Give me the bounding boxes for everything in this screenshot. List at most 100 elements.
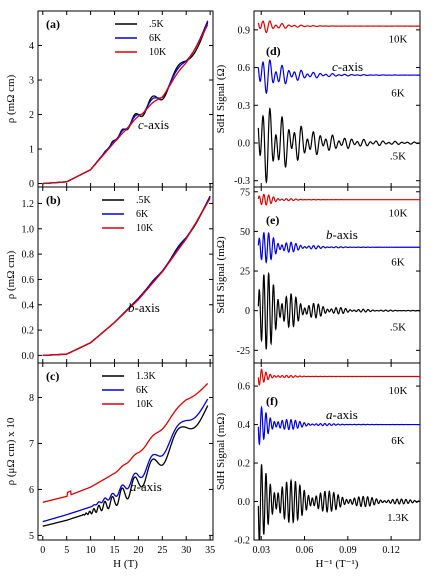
legend-label: .5K [136, 195, 152, 206]
series-group [257, 368, 420, 540]
panel-label: (a) [46, 17, 60, 31]
x-tick-label: 35 [205, 545, 215, 556]
y-tick-label: 0.0 [238, 497, 251, 508]
y-tick-label: -0.2 [234, 536, 250, 547]
chart-panel-3: -0.3 0.0 0.3 0.6 0.9 SdH Signal (Ω) (d) 10K 6K .5… [215, 10, 421, 188]
series-line-.5K [42, 195, 211, 357]
x-axis-label: H (T) [113, 558, 138, 570]
y-tick-label: 0.2 [238, 459, 251, 470]
series-line-.5K [257, 107, 420, 184]
series-line-6K [42, 20, 209, 185]
y-tick-label: 0.8 [22, 250, 35, 261]
x-tick-label: 30 [181, 545, 191, 556]
plot-frame [37, 186, 214, 364]
y-tick-label: 6 [29, 485, 34, 496]
y-tick-label: 8 [29, 393, 34, 404]
series-temperature-label: 6K [391, 257, 405, 269]
y-axis-label: SdH Signal (Ω) [215, 64, 227, 133]
plot-frame [253, 362, 421, 541]
x-tick-label: 0.09 [339, 545, 357, 556]
y-tick-label: 0.4 [238, 420, 251, 431]
series-group [42, 195, 211, 357]
legend-label: 1.3K [136, 371, 157, 382]
plot-frame [37, 362, 214, 541]
y-tick-label: 0.6 [22, 275, 35, 286]
series-line-10K [257, 20, 420, 34]
y-tick-label: 1.0 [22, 224, 35, 235]
series-temperature-label: 1.3K [387, 512, 409, 524]
chart-panel-4: -25 0 25 50 75 SdH Signal (mΩ) (e) 10K 6K .5K b-ax… [215, 186, 421, 364]
y-tick-label: 0.9 [238, 25, 251, 36]
series-line-6K [257, 405, 420, 446]
y-tick-label: 0.6 [238, 63, 251, 74]
panel-label: (d) [266, 44, 281, 58]
legend-label: 6K [149, 33, 162, 44]
y-tick-label: 0.3 [238, 101, 251, 112]
x-tick-label: 0 [40, 545, 45, 556]
y-tick-label: 50 [240, 227, 250, 238]
series-temperature-label: .5K [390, 151, 406, 163]
y-axis-label: ρ (mΩ cm) [5, 250, 17, 299]
y-tick-label: 0.0 [22, 351, 35, 362]
series-line-10K [42, 24, 209, 185]
axis-annotation: b-axis [128, 300, 160, 315]
axis-annotation: a-axis [326, 407, 358, 422]
x-tick-label: 0.06 [296, 545, 314, 556]
series-line-10K [42, 197, 211, 357]
series-temperature-label: 6K [391, 435, 405, 447]
panel-label: (f) [266, 394, 278, 408]
series-group [42, 382, 209, 527]
legend-label: 10K [136, 223, 154, 234]
chart-panel-5: 0.03 0.06 0.09 0.12 -0.2 0.0 0.2 0.4 0.6 SdH Sign… [215, 362, 421, 570]
y-tick-label: 2 [29, 110, 34, 121]
y-tick-label: -25 [237, 346, 250, 357]
axis-annotation: a-axis [130, 479, 162, 494]
y-axis-label: ρ (μΩ cm) x 10 [5, 417, 17, 485]
series-line-6K [42, 196, 211, 357]
legend-label: 6K [136, 385, 149, 396]
x-tick-label: 25 [157, 545, 167, 556]
y-tick-label: 0 [245, 306, 250, 317]
y-axis-label: SdH Signal (mΩ) [215, 236, 227, 314]
series-line-10K [42, 382, 209, 503]
series-line-1.3K [42, 405, 209, 527]
y-tick-label: 5 [29, 531, 34, 542]
panel-label: (b) [46, 193, 61, 207]
series-temperature-label: 6K [391, 88, 405, 100]
x-tick-label: 0.12 [382, 545, 400, 556]
y-tick-label: 1.2 [22, 199, 35, 210]
y-tick-label: 0.0 [238, 139, 251, 150]
series-group [257, 193, 420, 350]
series-group [42, 20, 209, 185]
chart-panel-1: 0.0 0.2 0.4 0.6 0.8 1.0 1.2 ρ (mΩ cm) (b) .5K 6K 10… [5, 186, 214, 364]
x-tick-label: 10 [86, 545, 96, 556]
series-line-10K [257, 193, 420, 206]
panel-label: (c) [46, 369, 59, 383]
series-line-1.3K [257, 464, 420, 540]
series-line-6K [42, 398, 209, 523]
legend-label: 10K [149, 47, 167, 58]
series-line-.5K [257, 271, 420, 350]
series-temperature-label: 10K [389, 207, 408, 219]
panel-label: (e) [266, 213, 279, 227]
x-tick-label: 5 [64, 545, 69, 556]
axis-annotation: c-axis [332, 59, 363, 74]
legend-label: .5K [149, 19, 165, 30]
y-axis-label: SdH Signal (mΩ) [215, 413, 227, 491]
series-line-.5K [42, 21, 209, 185]
y-tick-label: 75 [240, 187, 250, 198]
axis-annotation: b-axis [326, 227, 358, 242]
y-tick-label: 0.4 [22, 300, 35, 311]
series-temperature-label: .5K [390, 322, 406, 334]
x-axis-label: H⁻¹ (T⁻¹) [316, 558, 359, 570]
y-tick-label: 0.6 [238, 382, 251, 393]
series-line-6K [257, 59, 420, 94]
x-tick-label: 15 [110, 545, 120, 556]
y-tick-label: -0.3 [234, 176, 250, 187]
axis-annotation: c-axis [138, 117, 169, 132]
y-axis-label: ρ (mΩ cm) [5, 74, 17, 123]
y-tick-label: 3 [29, 76, 34, 87]
y-tick-label: 25 [240, 267, 250, 278]
